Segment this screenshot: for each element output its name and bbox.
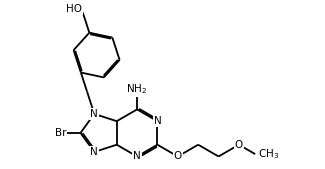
Text: N: N <box>133 151 141 161</box>
Text: N: N <box>90 109 98 119</box>
Text: O: O <box>235 140 243 150</box>
Text: O: O <box>174 151 182 161</box>
Text: Br: Br <box>55 128 66 138</box>
Text: CH$_3$: CH$_3$ <box>258 147 279 161</box>
Text: N: N <box>90 147 98 157</box>
Text: N: N <box>153 116 161 126</box>
Text: HO: HO <box>66 4 82 14</box>
Text: NH$_2$: NH$_2$ <box>126 82 148 96</box>
